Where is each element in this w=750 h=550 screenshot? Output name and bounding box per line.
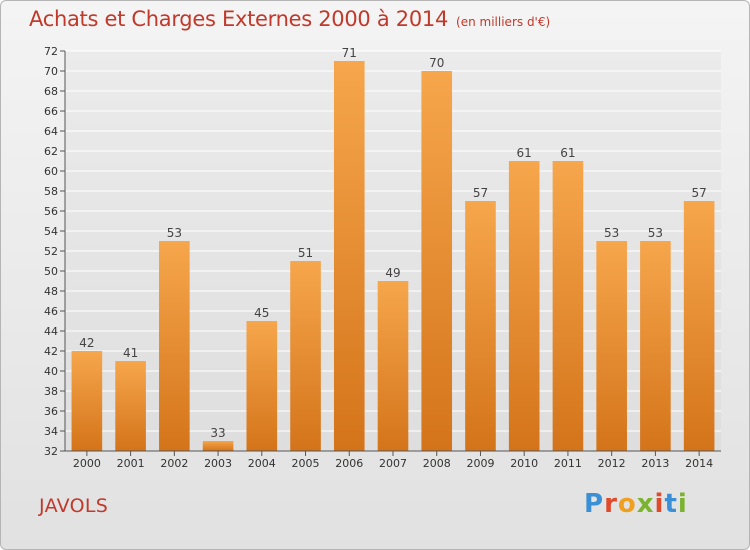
logo-letter: r (604, 489, 618, 519)
data-label: 41 (123, 346, 138, 360)
y-tick-label: 72 (44, 45, 58, 58)
bar (202, 441, 234, 451)
y-tick-label: 38 (44, 385, 58, 398)
y-tick-label: 36 (44, 405, 58, 418)
y-tick-label: 48 (44, 285, 58, 298)
y-tick-label: 34 (44, 425, 58, 438)
data-label: 57 (691, 186, 706, 200)
bar (377, 281, 409, 451)
bar (159, 241, 190, 451)
x-tick-label: 2008 (423, 457, 451, 470)
y-tick-label: 54 (44, 225, 58, 238)
bar (683, 201, 715, 451)
y-tick-label: 44 (44, 325, 58, 338)
x-tick-label: 2007 (379, 457, 407, 470)
logo-letter: x (636, 489, 655, 519)
chart-title-text: Achats et Charges Externes 2000 à 2014 (29, 7, 449, 31)
x-tick-label: 2005 (292, 457, 320, 470)
bar (333, 61, 365, 451)
data-label: 53 (648, 226, 663, 240)
data-label: 42 (79, 336, 94, 350)
logo-letter: i (677, 489, 688, 519)
data-label: 57 (473, 186, 488, 200)
x-tick-label: 2002 (160, 457, 188, 470)
y-tick-label: 50 (44, 265, 58, 278)
x-tick-label: 2000 (73, 457, 101, 470)
y-tick-label: 58 (44, 185, 58, 198)
y-tick-label: 64 (44, 125, 58, 138)
data-label: 33 (210, 426, 225, 440)
bar (290, 261, 321, 451)
data-label: 70 (429, 56, 444, 70)
proxiti-logo: Proxiti (584, 489, 688, 519)
y-tick-label: 46 (44, 305, 58, 318)
x-tick-label: 2014 (685, 457, 713, 470)
bar (508, 161, 540, 451)
y-tick-label: 62 (44, 145, 58, 158)
x-tick-label: 2003 (204, 457, 232, 470)
x-tick-label: 2006 (335, 457, 363, 470)
bar (421, 71, 453, 451)
y-tick-label: 56 (44, 205, 58, 218)
y-tick-label: 68 (44, 85, 58, 98)
x-tick-label: 2012 (598, 457, 626, 470)
bar (246, 321, 278, 451)
bar (465, 201, 496, 451)
chart-title: Achats et Charges Externes 2000 à 2014 (e… (29, 7, 550, 31)
data-label: 45 (254, 306, 269, 320)
data-label: 61 (517, 146, 532, 160)
y-tick-label: 42 (44, 345, 58, 358)
bar (115, 361, 146, 451)
logo-letter: t (664, 489, 678, 519)
y-tick-label: 32 (44, 445, 58, 458)
data-label: 71 (342, 46, 357, 60)
x-tick-label: 2004 (248, 457, 276, 470)
logo-letter: i (654, 489, 665, 519)
data-label: 51 (298, 246, 313, 260)
data-label: 53 (167, 226, 182, 240)
data-label: 61 (560, 146, 575, 160)
bar (71, 351, 103, 451)
y-tick-label: 52 (44, 245, 58, 258)
x-tick-label: 2011 (554, 457, 582, 470)
x-tick-label: 2001 (117, 457, 145, 470)
logo-letter: P (584, 489, 605, 519)
chart-subtitle: (en milliers d'€) (456, 15, 551, 29)
x-tick-label: 2010 (510, 457, 538, 470)
bar (552, 161, 584, 451)
y-tick-label: 66 (44, 105, 58, 118)
x-tick-label: 2013 (641, 457, 669, 470)
bar (596, 241, 627, 451)
y-tick-label: 70 (44, 65, 58, 78)
data-label: 49 (385, 266, 400, 280)
bar (640, 241, 671, 451)
location-label: JAVOLS (39, 495, 109, 517)
data-label: 53 (604, 226, 619, 240)
y-tick-label: 40 (44, 365, 58, 378)
logo-letter: o (617, 489, 637, 519)
y-tick-label: 60 (44, 165, 58, 178)
x-tick-label: 2009 (466, 457, 494, 470)
